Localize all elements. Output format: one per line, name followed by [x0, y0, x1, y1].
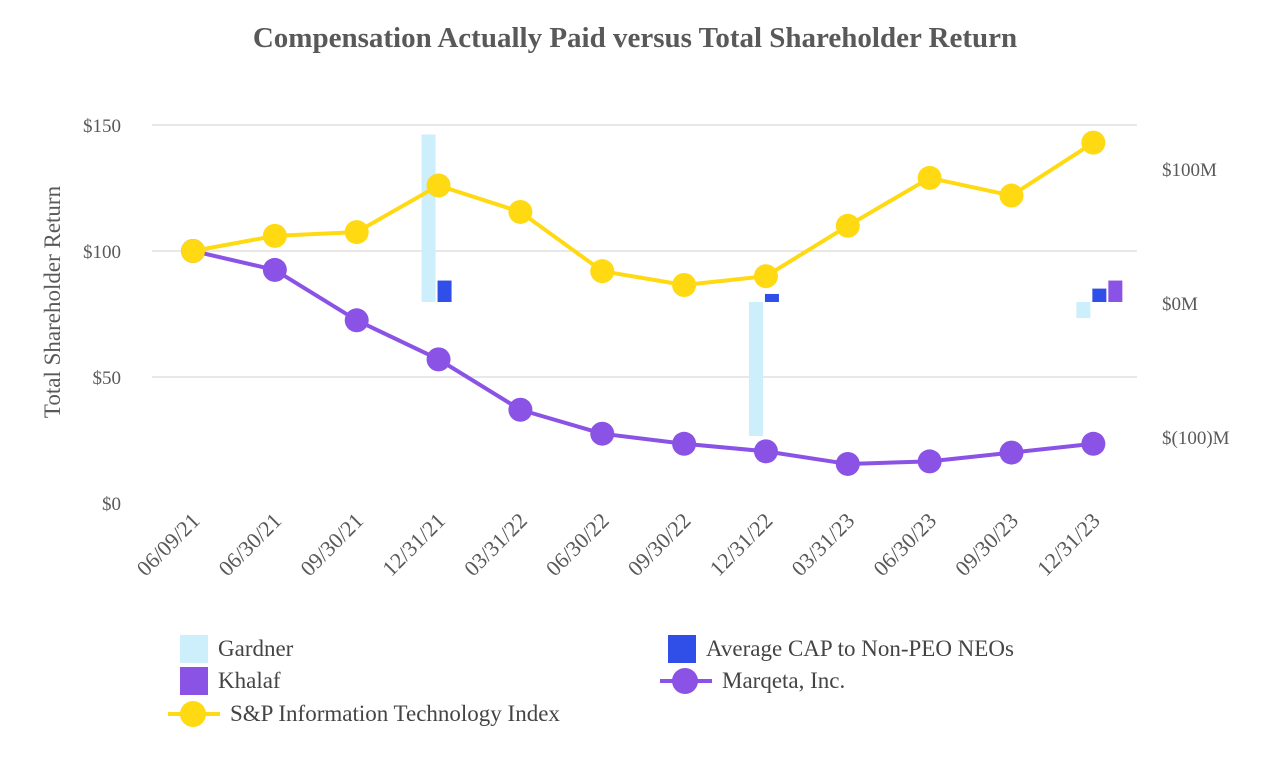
- y-tick-label: $50: [93, 368, 122, 389]
- bar-average-cap-to-non-peo-neos: [437, 280, 452, 302]
- x-tick-label: 09/30/21: [295, 508, 368, 581]
- x-tick-label: 06/09/21: [132, 508, 205, 581]
- bar-khalaf: [1108, 280, 1123, 302]
- point-s-p-information-technology-index: [262, 223, 287, 248]
- point-marqeta-inc-: [508, 397, 533, 422]
- point-marqeta-inc-: [590, 421, 615, 446]
- legend-item-gardner: Gardner: [180, 634, 293, 664]
- y-tick-label: $100: [83, 242, 121, 263]
- legend-item-average-cap: Average CAP to Non-PEO NEOs: [668, 634, 1014, 664]
- bar-gardner: [1076, 302, 1091, 319]
- legend-swatch-sp-index: [168, 699, 220, 729]
- point-marqeta-inc-: [917, 449, 942, 474]
- x-tick-label: 09/30/23: [950, 508, 1023, 581]
- point-s-p-information-technology-index: [590, 259, 615, 284]
- bar-average-cap-to-non-peo-neos: [764, 293, 779, 302]
- y2-tick-label: $0M: [1162, 294, 1198, 315]
- legend-label-khalaf: Khalaf: [218, 668, 281, 693]
- legend-label-marqeta: Marqeta, Inc.: [722, 668, 846, 693]
- bar-gardner: [748, 302, 763, 436]
- bar-gardner: [421, 134, 436, 302]
- y-tick-label: $0: [102, 494, 121, 515]
- point-marqeta-inc-: [753, 439, 778, 464]
- point-s-p-information-technology-index: [344, 220, 369, 245]
- y-axis-label: Total Shareholder Return: [40, 185, 65, 418]
- point-s-p-information-technology-index: [426, 173, 451, 198]
- y2-tick-label: $100M: [1162, 160, 1217, 181]
- x-tick-label: 06/30/22: [541, 508, 614, 581]
- point-s-p-information-technology-index: [1081, 130, 1106, 155]
- point-marqeta-inc-: [1081, 431, 1106, 456]
- x-tick-label: 06/30/21: [213, 508, 286, 581]
- chart-title: Compensation Actually Paid versus Total …: [252, 22, 1018, 54]
- legend-swatch-khalaf: [180, 667, 208, 695]
- line-s-p-information-technology-index: [192, 140, 1095, 288]
- y2-tick-label: $(100)M: [1162, 428, 1230, 449]
- x-tick-label: 12/31/22: [704, 508, 777, 581]
- x-tick-label: 12/31/23: [1032, 508, 1105, 581]
- chart-legend: Gardner Average CAP to Non-PEO NEOs Khal…: [0, 632, 1270, 742]
- bar-average-cap-to-non-peo-neos: [1092, 288, 1107, 302]
- legend-item-khalaf: Khalaf: [180, 666, 281, 696]
- legend-label-gardner: Gardner: [218, 636, 294, 661]
- point-s-p-information-technology-index: [672, 273, 697, 298]
- point-marqeta-inc-: [672, 431, 697, 456]
- legend-label-average-cap: Average CAP to Non-PEO NEOs: [706, 636, 1014, 661]
- point-s-p-information-technology-index: [835, 213, 860, 238]
- point-s-p-information-technology-index: [181, 239, 205, 263]
- point-marqeta-inc-: [999, 440, 1024, 465]
- legend-swatch-average-cap: [668, 635, 696, 663]
- legend-swatch-gardner: [180, 635, 208, 663]
- point-marqeta-inc-: [426, 347, 451, 372]
- point-marqeta-inc-: [344, 308, 369, 333]
- x-tick-label: 03/31/23: [786, 508, 859, 581]
- x-tick-label: 06/30/23: [868, 508, 941, 581]
- point-marqeta-inc-: [835, 451, 860, 476]
- x-tick-label: 03/31/22: [459, 508, 532, 581]
- point-s-p-information-technology-index: [753, 264, 778, 289]
- y-tick-label: $150: [83, 116, 121, 137]
- point-s-p-information-technology-index: [999, 183, 1024, 208]
- line-marqeta-inc-: [192, 249, 1094, 466]
- legend-swatch-marqeta: [660, 666, 712, 696]
- legend-label-sp-index: S&P Information Technology Index: [230, 701, 560, 726]
- legend-item-sp-index: S&P Information Technology Index: [168, 699, 560, 729]
- point-s-p-information-technology-index: [917, 165, 942, 190]
- point-s-p-information-technology-index: [508, 199, 533, 224]
- point-marqeta-inc-: [262, 257, 287, 282]
- x-tick-label: 09/30/22: [623, 508, 696, 581]
- x-tick-label: 12/31/21: [377, 508, 450, 581]
- legend-item-marqeta: Marqeta, Inc.: [660, 666, 845, 696]
